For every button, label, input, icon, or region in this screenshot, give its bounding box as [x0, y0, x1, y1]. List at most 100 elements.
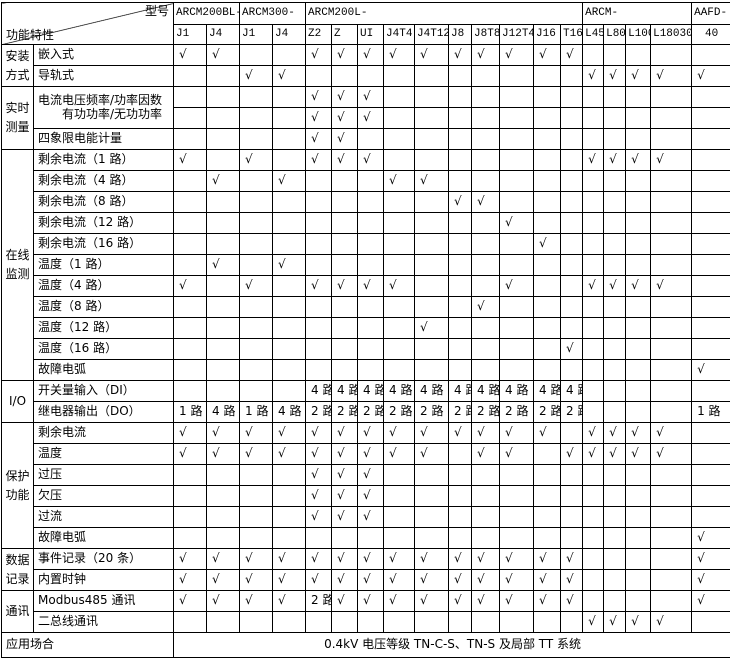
feature-cell: √ — [331, 443, 359, 465]
feature-cell-empty — [499, 86, 535, 108]
feature-cell-empty — [331, 359, 359, 381]
feature-cell-empty — [582, 359, 605, 381]
feature-label: 温度（16 路） — [33, 338, 174, 360]
feature-cell-empty — [272, 317, 307, 339]
row-group-label-line: 测量 — [5, 120, 30, 134]
feature-cell-empty — [272, 149, 307, 171]
row-group-label-line: 监测 — [5, 267, 30, 281]
feature-cell-empty — [691, 296, 730, 318]
feature-cell-empty — [173, 380, 207, 402]
feature-cell-empty — [383, 107, 416, 129]
row-group-label: 通讯 — [1, 590, 34, 633]
feature-cell-empty — [582, 569, 605, 591]
column-group-header: ARCM200L- — [305, 2, 584, 25]
feature-cell-empty — [691, 128, 730, 150]
feature-cell-empty — [173, 359, 207, 381]
feature-cell: √ — [305, 569, 333, 591]
feature-cell: √ — [471, 191, 501, 213]
feature-cell-empty — [691, 485, 730, 507]
feature-cell-empty — [305, 527, 333, 549]
feature-cell: √ — [331, 569, 359, 591]
feature-cell-empty — [603, 317, 627, 339]
feature-cell-empty — [448, 128, 473, 150]
feature-cell-empty — [691, 170, 730, 192]
feature-cell: √ — [239, 422, 274, 444]
feature-cell-empty — [305, 317, 333, 339]
feature-cell-empty — [560, 191, 584, 213]
feature-cell-empty — [272, 485, 307, 507]
feature-cell: √ — [603, 65, 627, 87]
feature-cell: √ — [414, 443, 450, 465]
feature-cell-empty — [499, 296, 535, 318]
feature-cell-empty — [471, 128, 501, 150]
feature-cell-empty — [582, 233, 605, 255]
feature-cell-empty — [499, 338, 535, 360]
feature-label: 事件记录（20 条） — [33, 548, 174, 570]
feature-cell: √ — [650, 149, 693, 171]
feature-cell: √ — [173, 548, 207, 570]
feature-cell-empty — [603, 128, 627, 150]
feature-cell-empty — [471, 275, 501, 297]
feature-cell-empty — [239, 212, 274, 234]
feature-cell-empty — [383, 527, 416, 549]
feature-cell-empty — [272, 107, 307, 129]
feature-label: 二总线通讯 — [33, 611, 174, 633]
feature-cell: √ — [205, 170, 241, 192]
feature-cell: 2 路 — [471, 401, 501, 423]
feature-cell-empty — [560, 275, 584, 297]
column-header: J4T12 — [414, 24, 450, 45]
feature-cell: √ — [582, 422, 605, 444]
feature-label: 剩余电流（4 路） — [33, 170, 174, 192]
feature-cell-empty — [448, 107, 473, 129]
feature-cell-empty — [448, 275, 473, 297]
feature-cell-empty — [205, 149, 241, 171]
feature-cell-empty — [239, 128, 274, 150]
feature-cell: √ — [305, 86, 333, 108]
feature-cell-empty — [205, 233, 241, 255]
feature-cell-empty — [582, 527, 605, 549]
feature-cell-empty — [383, 338, 416, 360]
feature-cell-empty — [173, 317, 207, 339]
feature-cell: √ — [239, 569, 274, 591]
feature-cell: √ — [560, 590, 584, 612]
feature-cell: √ — [560, 338, 584, 360]
feature-cell-empty — [272, 296, 307, 318]
feature-cell-empty — [499, 506, 535, 528]
feature-cell: √ — [305, 443, 333, 465]
feature-cell: √ — [305, 422, 333, 444]
feature-cell-empty — [305, 233, 333, 255]
feature-cell: √ — [533, 590, 562, 612]
feature-cell: √ — [471, 569, 501, 591]
feature-cell: 2 路 — [448, 401, 473, 423]
column-header: J8 — [448, 24, 473, 45]
feature-cell-empty — [357, 191, 385, 213]
feature-cell-empty — [239, 380, 274, 402]
feature-cell-empty — [414, 359, 450, 381]
feature-cell: 4 路 — [499, 380, 535, 402]
feature-cell: √ — [603, 275, 627, 297]
column-header: UI — [357, 24, 385, 45]
row-group-label-line: 功能 — [5, 487, 30, 502]
feature-cell-empty — [239, 338, 274, 360]
feature-cell: √ — [499, 590, 535, 612]
feature-cell: √ — [603, 443, 627, 465]
feature-cell: √ — [691, 569, 730, 591]
feature-cell-empty — [414, 296, 450, 318]
feature-cell-empty — [471, 485, 501, 507]
feature-cell-empty — [499, 317, 535, 339]
feature-cell: √ — [533, 233, 562, 255]
feature-cell-empty — [650, 212, 693, 234]
feature-cell: 4 路 — [331, 380, 359, 402]
feature-cell-empty — [499, 107, 535, 129]
feature-cell-empty — [414, 86, 450, 108]
feature-cell-empty — [173, 128, 207, 150]
feature-cell-empty — [205, 317, 241, 339]
feature-cell: √ — [272, 443, 307, 465]
feature-cell-empty — [499, 149, 535, 171]
feature-cell-empty — [331, 233, 359, 255]
feature-cell-empty — [533, 254, 562, 276]
feature-cell: √ — [305, 44, 333, 66]
feature-cell: √ — [471, 296, 501, 318]
feature-label: 剩余电流（8 路） — [33, 191, 174, 213]
feature-cell-empty — [205, 380, 241, 402]
